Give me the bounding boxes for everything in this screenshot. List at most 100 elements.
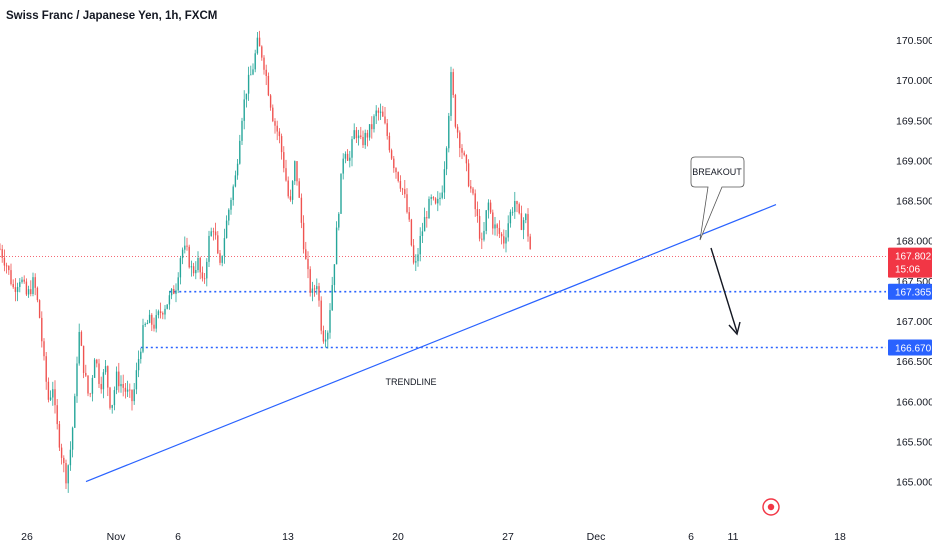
candle-body <box>129 389 131 391</box>
candle-body <box>168 295 171 305</box>
x-tick-label: 18 <box>834 531 846 543</box>
candle-body <box>434 198 437 204</box>
candle-body <box>476 209 479 217</box>
candle-body <box>419 235 421 255</box>
candle-body <box>45 356 47 382</box>
candle-body <box>489 202 492 213</box>
candle-body <box>186 245 188 247</box>
candle-body <box>474 193 476 210</box>
current-price-value: 167.802 <box>895 252 932 263</box>
candle-body <box>503 236 505 244</box>
candle-body <box>133 389 135 402</box>
candle-body <box>322 330 325 342</box>
candle-body <box>265 69 267 76</box>
candle-body <box>335 227 338 265</box>
candle-body <box>111 405 113 408</box>
candle-body <box>102 372 105 390</box>
candle-body <box>228 209 230 221</box>
candle-body <box>241 120 243 141</box>
candle-body <box>456 126 459 133</box>
candle-body <box>155 315 157 329</box>
candle-body <box>8 265 10 271</box>
candle-body <box>511 211 514 213</box>
candle-body <box>505 237 507 244</box>
candle-body <box>289 196 292 200</box>
candle-body <box>177 277 179 291</box>
candle-body <box>135 370 138 390</box>
y-tick-label: 168.500 <box>896 196 932 208</box>
candle-body <box>210 231 212 236</box>
candle-body <box>302 222 305 250</box>
candle-body <box>324 339 327 342</box>
x-tick-label: Nov <box>107 531 126 543</box>
candle-body <box>393 158 395 169</box>
candle-body <box>232 186 234 201</box>
candle-body <box>250 74 252 76</box>
candle-body <box>76 363 78 397</box>
candle-body <box>34 277 36 288</box>
candle-body <box>346 153 349 161</box>
candle-body <box>43 341 45 357</box>
candle-body <box>441 192 443 198</box>
candle-body <box>124 387 127 392</box>
price-axis[interactable] <box>886 0 932 520</box>
candle-body <box>157 311 160 316</box>
candle-body <box>351 139 353 158</box>
candle-body <box>14 287 17 292</box>
candle-body <box>316 286 318 290</box>
candle-body <box>203 278 206 280</box>
y-tick-label: 170.500 <box>896 35 932 47</box>
candle-body <box>364 132 366 146</box>
candle-body <box>199 258 201 273</box>
candle-body <box>404 189 406 195</box>
candle-body <box>54 389 56 406</box>
candle-body <box>245 93 248 100</box>
candle-body <box>529 236 531 250</box>
candle-body <box>41 317 43 342</box>
candle-body <box>212 231 215 233</box>
candle-body <box>23 279 25 282</box>
candle-body <box>401 188 404 190</box>
candle-body <box>443 169 446 193</box>
y-tick-label: 165.000 <box>896 477 932 489</box>
candle-body <box>104 366 107 373</box>
candle-body <box>263 57 265 70</box>
y-tick-label: 169.000 <box>896 155 932 167</box>
candle-body <box>206 261 208 279</box>
candle-body <box>362 136 364 146</box>
candle-body <box>423 217 426 232</box>
target-icon-dot <box>767 503 775 511</box>
candle-body <box>320 300 322 331</box>
candle-body <box>379 111 382 113</box>
candle-body <box>80 331 83 346</box>
candle-body <box>276 125 278 132</box>
candle-body <box>459 132 461 149</box>
candle-body <box>481 238 483 240</box>
candle-body <box>342 158 344 174</box>
candle-body <box>388 135 391 151</box>
candle-body <box>146 322 149 325</box>
candle-body <box>296 161 298 182</box>
candle-body <box>252 69 254 75</box>
candle-body <box>32 277 34 294</box>
candle-body <box>115 371 118 391</box>
candle-body <box>426 217 428 219</box>
candle-body <box>142 325 144 352</box>
candle-body <box>439 197 441 199</box>
candle-body <box>452 72 454 96</box>
candle-body <box>153 324 155 329</box>
time-axis[interactable] <box>0 520 886 550</box>
candle-body <box>430 197 432 199</box>
candle-body <box>144 324 146 326</box>
candle-body <box>399 180 402 189</box>
candle-body <box>333 264 336 286</box>
candle-body <box>201 272 204 279</box>
candle-body <box>280 136 283 153</box>
candle-body <box>93 359 96 378</box>
candle-body <box>148 314 151 323</box>
current-price-badge <box>888 247 932 278</box>
candle-body <box>307 258 309 270</box>
candle-body <box>461 148 463 153</box>
breakout-callout <box>690 156 745 241</box>
